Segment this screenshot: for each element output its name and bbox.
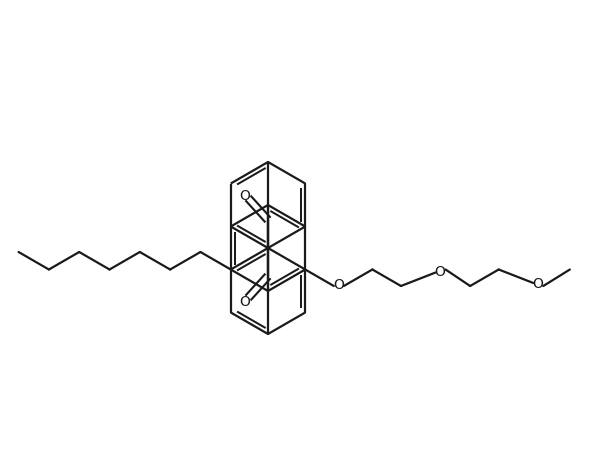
Text: O: O [239,189,251,203]
Text: O: O [333,278,344,292]
Text: O: O [532,277,543,291]
Text: O: O [239,295,251,309]
Text: O: O [434,264,445,279]
